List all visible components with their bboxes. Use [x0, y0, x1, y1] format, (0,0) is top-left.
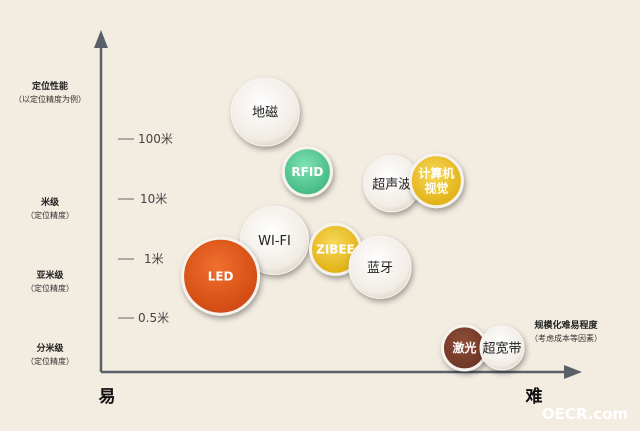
hard-label: 难: [525, 386, 543, 407]
bubble-1: RFID: [281, 146, 333, 198]
category-sub-0: （定位精度）: [26, 210, 74, 220]
bubble-label-2: 超声波: [372, 177, 411, 192]
bubble-label-1: RFID: [291, 165, 323, 179]
bubble-circle-3: [408, 153, 464, 209]
bubble-3: 计算机视觉: [408, 153, 464, 209]
bubble-circle-9: [479, 325, 525, 371]
category-label-0: 米级: [40, 196, 60, 208]
bubble-label-7: LED: [208, 270, 234, 284]
tick-label-1: 10米: [140, 192, 167, 206]
bubble-8: 激光: [440, 324, 488, 372]
x-axis-title: 规模化难易程度: [534, 319, 598, 331]
bubble-label-9: 超宽带: [482, 341, 521, 357]
bubble-label-5: ZIBEE: [316, 243, 355, 257]
bubble-4: WI-FI: [240, 205, 310, 275]
x-axis-subtitle: （考虑成本等因素）: [530, 333, 602, 343]
easy-label: 易: [99, 387, 116, 407]
x-axis-arrow: [564, 365, 582, 379]
bubble-6: 蓝牙: [348, 235, 412, 299]
tick-label-0: 100米: [138, 132, 173, 146]
bubble-label-4: WI-FI: [258, 234, 291, 249]
bubble-circle-4: [240, 205, 310, 275]
category-label-1: 亚米级: [36, 269, 64, 281]
bubble-0: 地磁: [230, 77, 300, 147]
category-sub-2: （定位精度）: [26, 356, 74, 366]
bubble-circle-0: [230, 77, 300, 147]
category-label-2: 分米级: [36, 342, 64, 354]
y-ticks: 100米 10米 1米 0.5米: [118, 132, 173, 325]
bubble-9: 超宽带: [479, 325, 525, 371]
y-axis-arrow: [94, 30, 108, 48]
bubble-circle-1: [281, 146, 333, 198]
bubble-label-3: 计算机视觉: [418, 166, 454, 196]
tick-label-3: 0.5米: [138, 311, 169, 325]
category-sub-1: （定位精度）: [26, 283, 74, 293]
bubble-circle-7: [181, 236, 261, 316]
bubble-label-6: 蓝牙: [367, 261, 393, 276]
bubble-2: 超声波: [363, 155, 421, 213]
y-axis-subtitle: （以定位精度为例）: [14, 94, 86, 104]
watermark: OECR.com: [542, 405, 628, 423]
bubble-5: ZIBEE: [309, 222, 362, 276]
y-axis-title: 定位性能: [31, 80, 68, 92]
bubble-circle-6: [348, 235, 412, 299]
bubble-label-8: 激光: [452, 340, 476, 355]
tick-label-2: 1米: [144, 252, 164, 266]
bubble-label-0: 地磁: [252, 106, 278, 121]
bubble-7: LED: [181, 236, 261, 316]
